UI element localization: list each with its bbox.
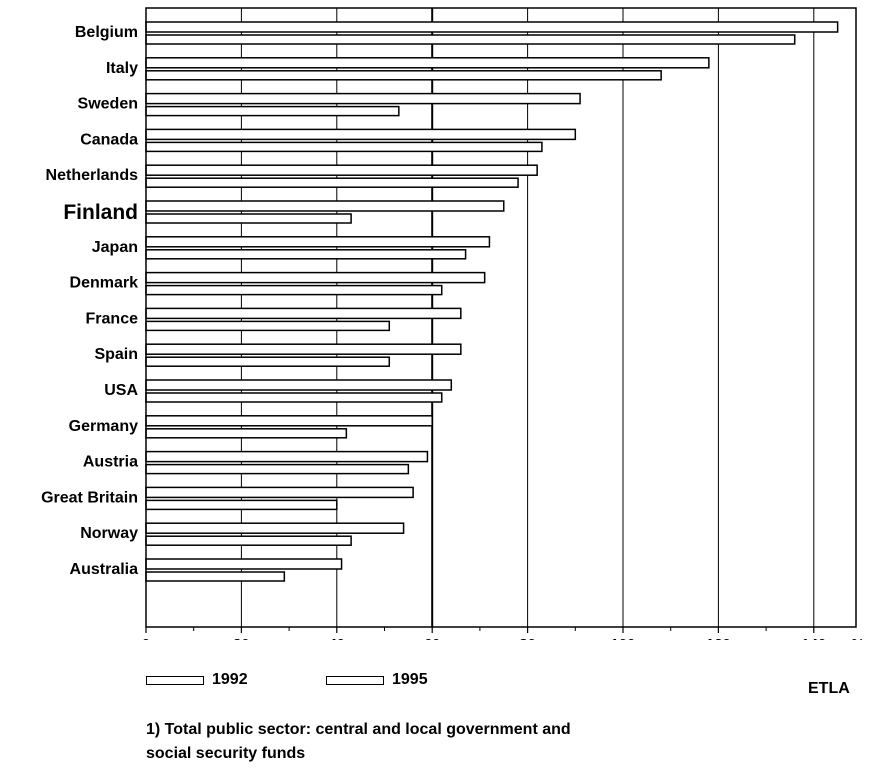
category-label: Belgium (75, 24, 138, 41)
bar-1992 (145, 200, 505, 212)
category-label: Germany (69, 418, 138, 435)
category-label: Finland (63, 201, 138, 224)
bar-1995 (145, 105, 400, 117)
plot-frame (145, 7, 857, 628)
legend-swatch-1992 (146, 676, 204, 685)
bar-1992 (145, 486, 414, 499)
legend-swatch-1995 (326, 676, 384, 685)
x-tick-label: 80 (519, 636, 536, 640)
bar-1995 (145, 463, 410, 475)
category-label: France (86, 310, 139, 327)
footnote-line-2: social security funds (146, 745, 306, 762)
bar-1992 (145, 271, 486, 284)
bar-1995 (145, 34, 796, 45)
chart-bars (145, 21, 839, 582)
bar-1992 (145, 57, 710, 69)
category-label: Australia (70, 561, 139, 578)
bar-1995 (145, 177, 519, 188)
footnote-line-1: 1) Total public sector: central and loca… (146, 721, 571, 738)
category-label: Japan (92, 239, 138, 256)
category-label: Denmark (70, 275, 139, 292)
bar-1992 (145, 558, 343, 570)
category-label: Canada (80, 131, 138, 148)
bar-1992 (145, 307, 462, 320)
x-axis-unit: % (851, 636, 864, 640)
bar-1995 (145, 320, 391, 332)
bar-1995 (145, 428, 348, 439)
x-tick-label: 0 (142, 636, 150, 640)
bar-1995 (145, 571, 286, 582)
bar-1992 (145, 343, 462, 355)
bar-1992 (145, 415, 433, 427)
chart: Belgium Italy Sweden Canada Netherlands Finla… (41, 7, 865, 640)
bar-1992 (145, 236, 491, 248)
source-label: ETLA (808, 680, 850, 697)
x-tick-label: 40 (328, 636, 345, 640)
category-label: Norway (80, 525, 138, 542)
bar-1995 (145, 356, 391, 367)
bar-1992 (145, 522, 405, 534)
bar-1995 (145, 535, 352, 546)
legend-label-1995: 1995 (392, 671, 428, 688)
bar-1995 (145, 284, 443, 296)
bar-1995 (145, 141, 543, 153)
x-tick-label: 140 (801, 636, 826, 640)
bar-1995 (145, 249, 467, 260)
bar-1992 (145, 128, 577, 141)
bar-1995 (145, 70, 662, 81)
category-label: Netherlands (46, 167, 139, 184)
footnote: 1) Total public sector: central and loca… (146, 718, 571, 766)
x-axis-ticks: 0 20 40 60 80 100 120 140% (142, 627, 865, 640)
category-label: Great Britain (41, 489, 138, 506)
bar-1995 (145, 499, 338, 511)
category-label: Austria (83, 454, 138, 471)
bar-1995 (145, 213, 352, 224)
category-label: Spain (94, 346, 138, 363)
bar-1992 (145, 164, 538, 176)
category-label: Italy (106, 60, 138, 77)
x-tick-label: 120 (706, 636, 731, 640)
x-tick-label: 60 (424, 636, 441, 640)
category-label: USA (104, 382, 138, 399)
x-tick-label: 20 (233, 636, 250, 640)
x-tick-label: 100 (610, 636, 635, 640)
legend-label-1992: 1992 (212, 671, 248, 688)
bar-1992 (145, 379, 453, 391)
bar-1992 (145, 450, 429, 463)
bar-1995 (145, 392, 443, 403)
bar-1992 (145, 21, 839, 33)
category-label: Sweden (78, 96, 138, 113)
bar-1992 (145, 92, 581, 105)
category-labels: Belgium Italy Sweden Canada Netherlands Finla… (41, 24, 138, 578)
